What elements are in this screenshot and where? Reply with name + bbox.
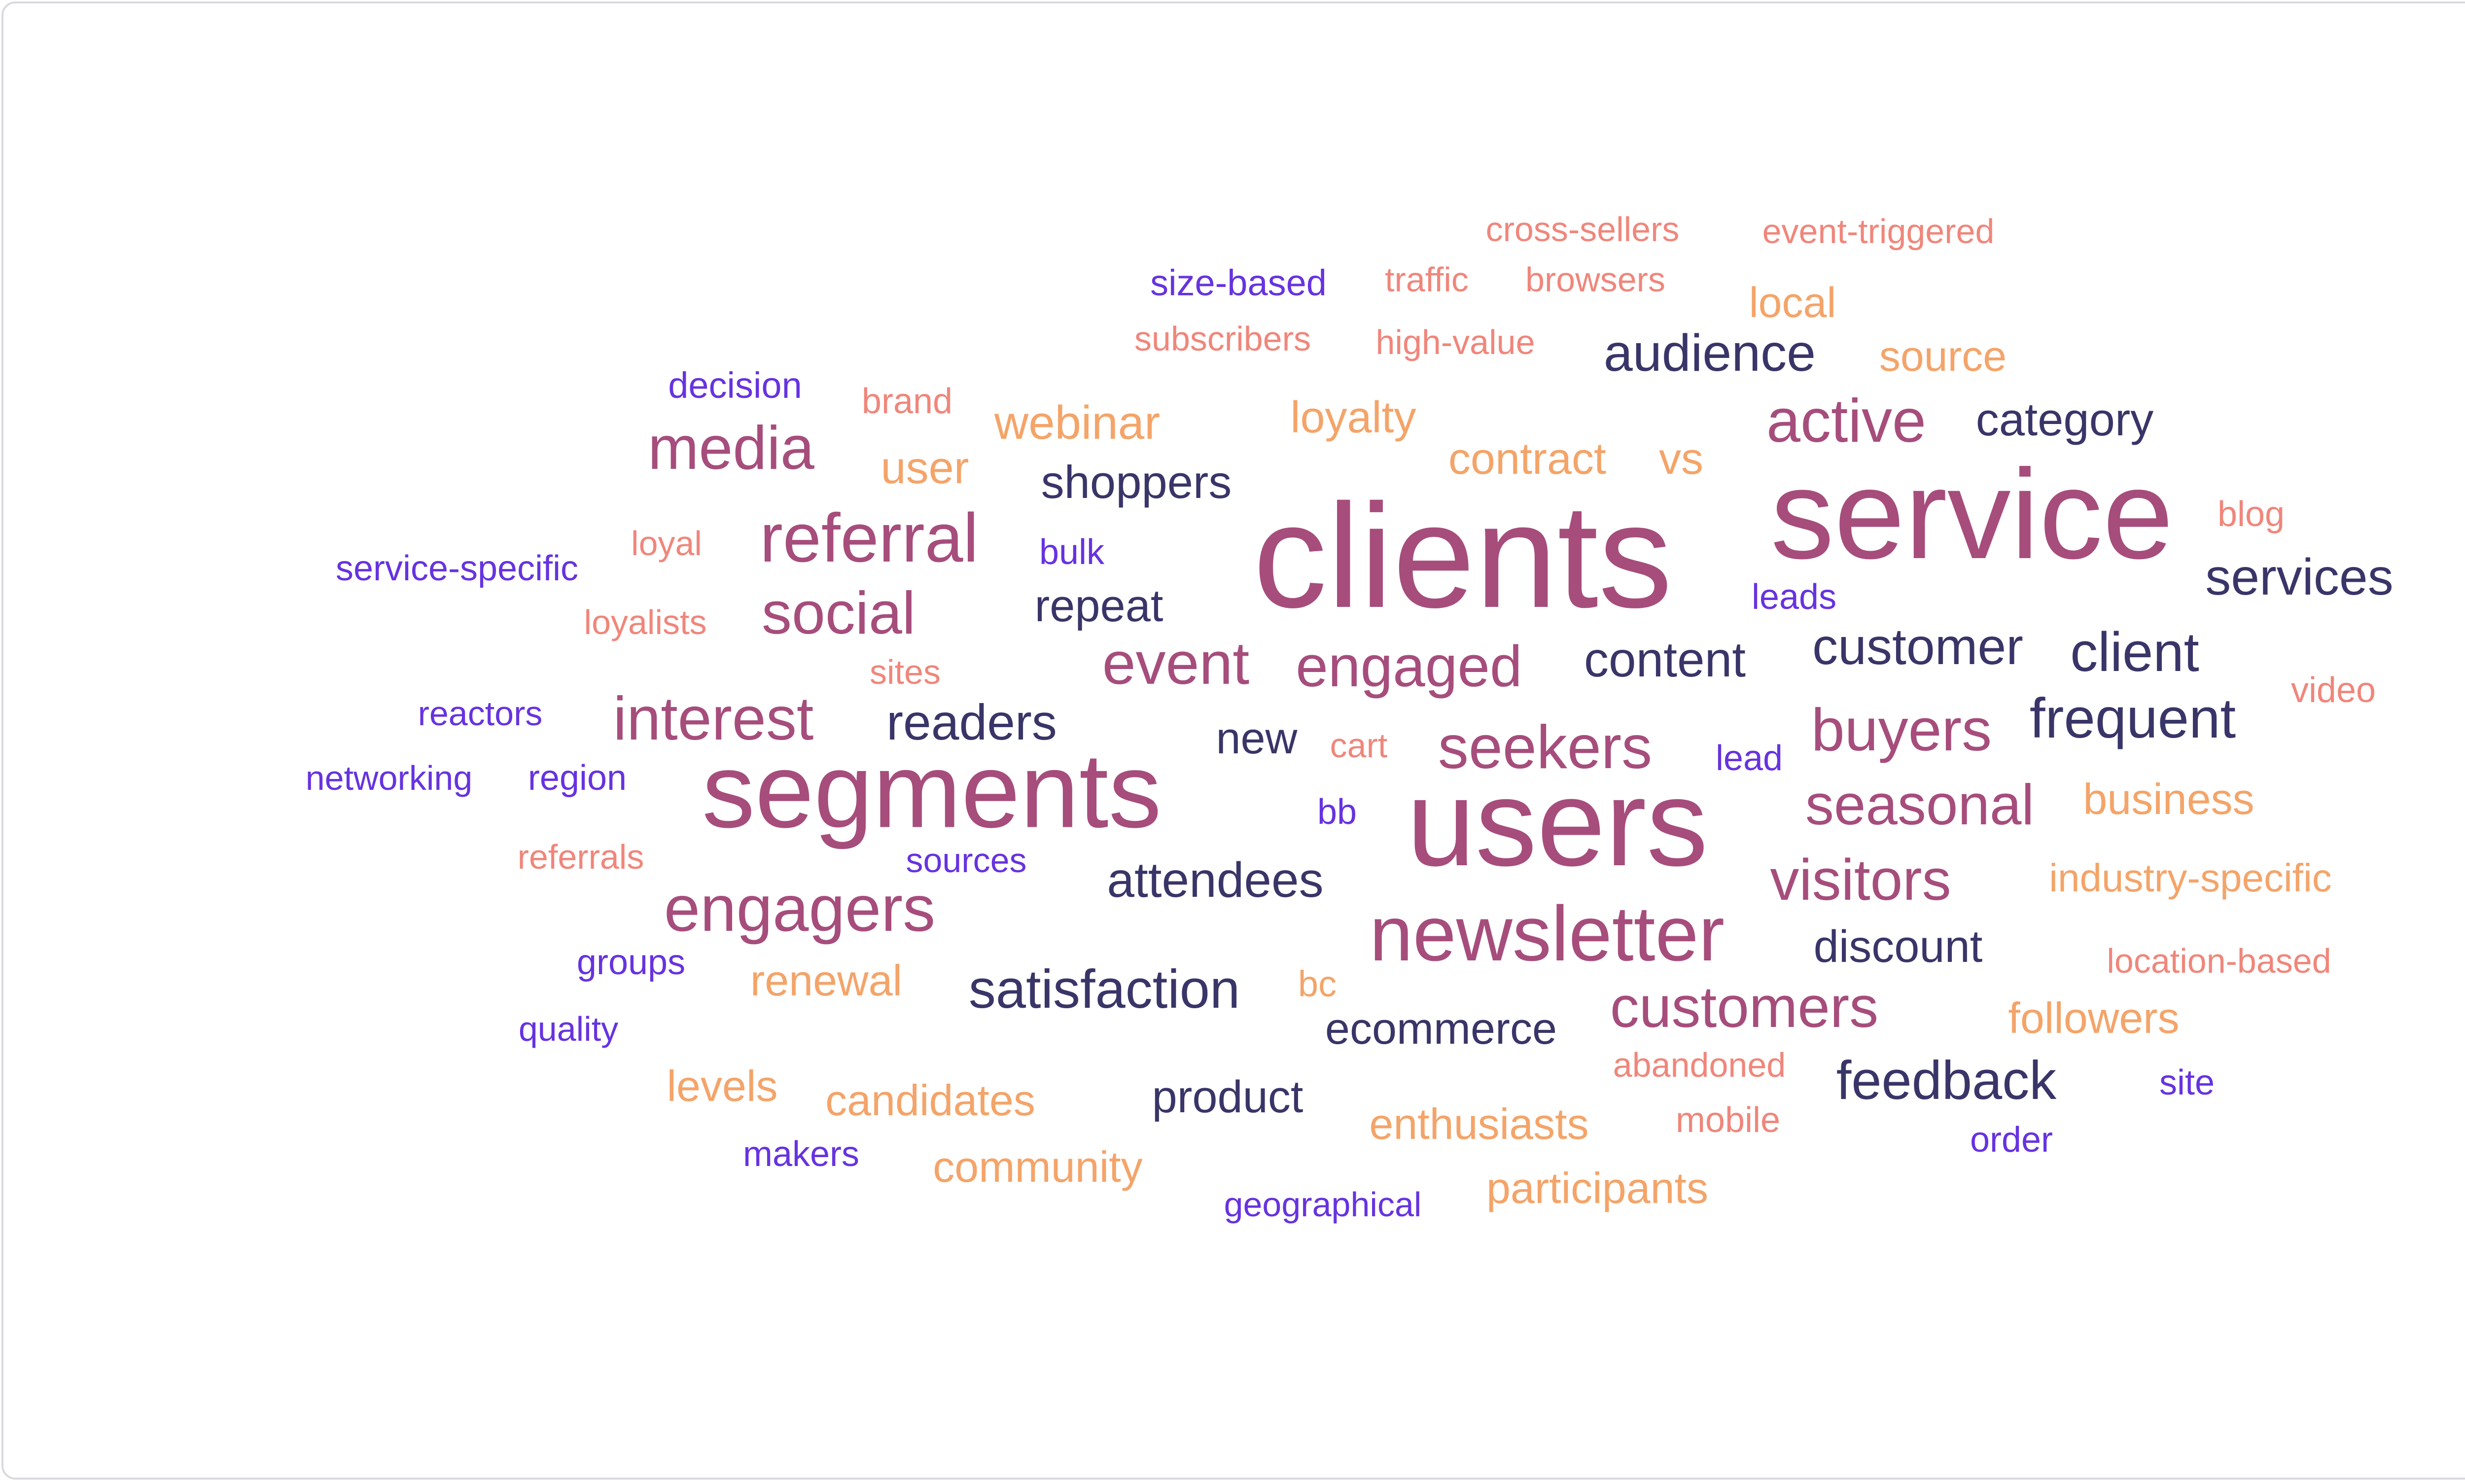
cloud-word-order[interactable]: order bbox=[1970, 1120, 2053, 1160]
cloud-word-vs[interactable]: vs bbox=[1659, 434, 1703, 484]
cloud-word-users[interactable]: users bbox=[1407, 754, 1708, 891]
cloud-word-followers[interactable]: followers bbox=[2008, 993, 2180, 1042]
cloud-word-customers[interactable]: customers bbox=[1610, 975, 1879, 1040]
cloud-word-enthusiasts[interactable]: enthusiasts bbox=[1369, 1099, 1589, 1148]
cloud-word-browsers[interactable]: browsers bbox=[1525, 260, 1665, 299]
cloud-word-engaged[interactable]: engaged bbox=[1296, 634, 1522, 699]
cloud-word-seekers[interactable]: seekers bbox=[1438, 713, 1653, 781]
cloud-word-bulk[interactable]: bulk bbox=[1039, 532, 1105, 572]
cloud-word-visitors[interactable]: visitors bbox=[1770, 848, 1951, 913]
cloud-word-media[interactable]: media bbox=[648, 414, 814, 482]
cloud-word-webinar[interactable]: webinar bbox=[994, 396, 1161, 449]
cloud-word-readers[interactable]: readers bbox=[886, 694, 1057, 750]
cloud-word-interest[interactable]: interest bbox=[613, 685, 814, 753]
cloud-word-blog[interactable]: blog bbox=[2217, 495, 2285, 534]
cloud-word-abandoned[interactable]: abandoned bbox=[1613, 1046, 1786, 1084]
cloud-word-subscribers[interactable]: subscribers bbox=[1134, 319, 1311, 358]
cloud-word-decision[interactable]: decision bbox=[668, 365, 802, 406]
cloud-word-service[interactable]: service bbox=[1770, 443, 2174, 585]
cloud-word-networking[interactable]: networking bbox=[305, 759, 473, 797]
cloud-word-industry-specific[interactable]: industry-specific bbox=[2049, 856, 2332, 900]
cloud-word-sites[interactable]: sites bbox=[870, 653, 941, 691]
cloud-word-segments[interactable]: segments bbox=[702, 731, 1162, 850]
cloud-word-social[interactable]: social bbox=[762, 579, 916, 646]
cloud-word-clients[interactable]: clients bbox=[1253, 473, 1673, 638]
cloud-word-levels[interactable]: levels bbox=[667, 1061, 778, 1110]
cloud-word-ecommerce[interactable]: ecommerce bbox=[1325, 1004, 1557, 1054]
cloud-word-feedback[interactable]: feedback bbox=[1836, 1050, 2057, 1111]
cloud-word-makers[interactable]: makers bbox=[742, 1134, 860, 1174]
cloud-word-reactors[interactable]: reactors bbox=[418, 694, 543, 733]
cloud-word-size-based[interactable]: size-based bbox=[1150, 262, 1327, 303]
cloud-word-bc[interactable]: bc bbox=[1298, 963, 1337, 1004]
cloud-word-leads[interactable]: leads bbox=[1751, 577, 1837, 617]
cloud-word-product[interactable]: product bbox=[1152, 1072, 1303, 1122]
cloud-word-site[interactable]: site bbox=[2159, 1063, 2215, 1102]
cloud-word-loyalty[interactable]: loyalty bbox=[1290, 393, 1416, 442]
cloud-word-lead[interactable]: lead bbox=[1715, 739, 1783, 778]
cloud-word-referral[interactable]: referral bbox=[760, 499, 979, 576]
cloud-word-quality[interactable]: quality bbox=[518, 1010, 619, 1048]
cloud-word-repeat[interactable]: repeat bbox=[1034, 581, 1163, 631]
cloud-word-loyal[interactable]: loyal bbox=[631, 524, 702, 563]
cloud-word-satisfaction[interactable]: satisfaction bbox=[968, 959, 1240, 1020]
cloud-word-source[interactable]: source bbox=[1879, 333, 2007, 380]
cloud-word-shoppers[interactable]: shoppers bbox=[1041, 456, 1232, 508]
cloud-word-event-triggered[interactable]: event-triggered bbox=[1762, 212, 1995, 250]
cloud-word-seasonal[interactable]: seasonal bbox=[1805, 773, 2035, 837]
cloud-word-region[interactable]: region bbox=[528, 758, 627, 798]
cloud-word-service-specific[interactable]: service-specific bbox=[335, 549, 579, 588]
cloud-word-participants[interactable]: participants bbox=[1486, 1164, 1709, 1212]
cloud-word-referrals[interactable]: referrals bbox=[517, 838, 644, 876]
cloud-word-brand[interactable]: brand bbox=[861, 382, 953, 421]
cloud-word-customer[interactable]: customer bbox=[1812, 618, 2023, 675]
cloud-word-candidates[interactable]: candidates bbox=[825, 1076, 1035, 1125]
cloud-word-new[interactable]: new bbox=[1216, 714, 1298, 763]
cloud-word-category[interactable]: category bbox=[1975, 393, 2154, 445]
cloud-word-geographical[interactable]: geographical bbox=[1224, 1185, 1422, 1224]
cloud-word-user[interactable]: user bbox=[880, 443, 969, 493]
cloud-word-audience[interactable]: audience bbox=[1603, 324, 1816, 382]
cloud-word-video[interactable]: video bbox=[2290, 671, 2376, 710]
cloud-word-community[interactable]: community bbox=[933, 1142, 1143, 1191]
cloud-word-event[interactable]: event bbox=[1102, 630, 1250, 697]
cloud-word-business[interactable]: business bbox=[2083, 775, 2254, 823]
cloud-word-groups[interactable]: groups bbox=[576, 943, 686, 982]
cloud-word-attendees[interactable]: attendees bbox=[1107, 852, 1324, 908]
cloud-word-renewal[interactable]: renewal bbox=[750, 956, 903, 1005]
cloud-word-newsletter[interactable]: newsletter bbox=[1369, 890, 1725, 977]
cloud-word-local[interactable]: local bbox=[1749, 279, 1836, 326]
cloud-word-cart[interactable]: cart bbox=[1330, 726, 1388, 765]
cloud-word-contract[interactable]: contract bbox=[1448, 434, 1607, 484]
cloud-word-high-value[interactable]: high-value bbox=[1375, 323, 1535, 361]
cloud-word-content[interactable]: content bbox=[1584, 632, 1746, 687]
cloud-word-active[interactable]: active bbox=[1766, 387, 1926, 455]
cloud-word-sources[interactable]: sources bbox=[906, 841, 1027, 880]
cloud-word-cross-sellers[interactable]: cross-sellers bbox=[1485, 210, 1680, 248]
cloud-word-frequent[interactable]: frequent bbox=[2029, 687, 2236, 750]
cloud-word-bb[interactable]: bb bbox=[1317, 792, 1357, 832]
cloud-word-traffic[interactable]: traffic bbox=[1385, 260, 1469, 299]
cloud-word-client[interactable]: client bbox=[2070, 621, 2199, 683]
cloud-word-buyers[interactable]: buyers bbox=[1811, 696, 1992, 763]
cloud-word-mobile[interactable]: mobile bbox=[1675, 1100, 1781, 1140]
cloud-word-services[interactable]: services bbox=[2205, 549, 2394, 606]
cloud-word-engagers[interactable]: engagers bbox=[664, 872, 936, 945]
cloud-word-location-based[interactable]: location-based bbox=[2107, 942, 2331, 980]
cloud-word-loyalists[interactable]: loyalists bbox=[584, 603, 707, 641]
cloud-word-discount[interactable]: discount bbox=[1813, 921, 1983, 972]
